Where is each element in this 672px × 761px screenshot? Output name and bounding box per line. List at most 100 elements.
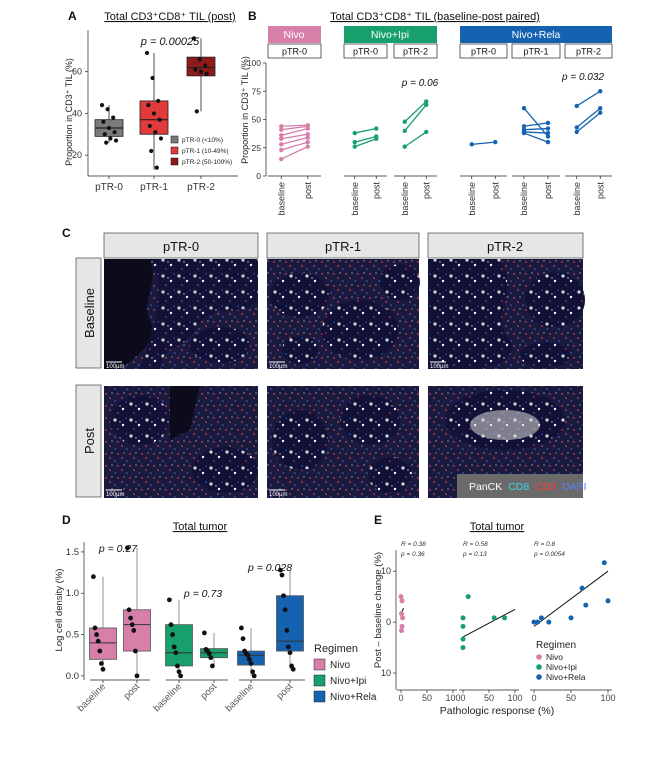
data-point xyxy=(545,139,551,145)
data-point xyxy=(279,142,284,147)
data-point xyxy=(493,139,498,145)
panel-e-legend-title: Regimen xyxy=(536,640,576,651)
data-point xyxy=(245,652,251,658)
panel-c-row-headers: Baseline Post xyxy=(75,257,102,498)
panel-a-ylabel: Proportion in CD3⁺ TIL (%) xyxy=(64,58,74,166)
strip-nivo-ipi xyxy=(344,26,437,43)
panel-d-legend: Regimen Nivo Nivo+Ipi Nivo+Rela xyxy=(313,643,377,703)
data-point xyxy=(402,119,407,124)
data-point xyxy=(574,125,579,130)
legend-d-swatch-nivo xyxy=(313,658,326,671)
legend-e-label-ipi: Nivo+Ipi xyxy=(546,662,577,672)
x-tick-label: baseline xyxy=(519,182,529,216)
row-header-post xyxy=(75,384,102,498)
x-tick-label: post xyxy=(595,182,605,200)
x-tick-label: post xyxy=(303,182,313,200)
subgroup-label: pTR-0 xyxy=(353,47,378,57)
data-point xyxy=(156,98,161,104)
data-point xyxy=(399,628,405,634)
data-point xyxy=(250,669,256,675)
paired-line xyxy=(404,100,427,123)
paired-line xyxy=(523,127,549,131)
data-point xyxy=(134,673,140,679)
panel-a-legend: pTR-0 (<10%) pTR-1 (10-49%) pTR-2 (50-10… xyxy=(170,135,232,166)
subgroup-label: pTR-2 xyxy=(576,47,601,57)
data-point xyxy=(352,139,357,145)
data-point xyxy=(194,109,199,114)
data-point xyxy=(374,136,379,141)
data-point xyxy=(460,636,466,642)
legend-d-swatch-rela xyxy=(313,690,326,703)
y-tick-label: 50 xyxy=(252,115,262,125)
col-header-ptr1-label: pTR-1 xyxy=(325,239,361,254)
box xyxy=(276,595,304,652)
legend-e-label-rela: Nivo+Rela xyxy=(546,672,586,682)
stat-r: R = 0.58 xyxy=(463,541,488,548)
data-point xyxy=(460,623,466,629)
image-tile-baseline-ptr0 xyxy=(104,259,258,369)
col-header-ptr0-label: pTR-0 xyxy=(163,239,199,254)
x-tick-label: 0 xyxy=(460,693,465,703)
data-point xyxy=(465,594,471,600)
box xyxy=(123,609,151,652)
legend-e-dot-rela xyxy=(536,674,542,680)
y-tick-label: 1.5 xyxy=(66,547,79,558)
legend-d-swatch-ipi xyxy=(313,674,326,687)
subgroup-strip xyxy=(564,43,613,59)
panel-b-letter: B xyxy=(248,9,257,23)
data-point xyxy=(579,585,585,591)
row-header-post-label: Post xyxy=(82,428,97,454)
x-tick-label: pTR-0 xyxy=(95,182,123,193)
col-header-ptr1 xyxy=(266,232,420,259)
data-point xyxy=(574,129,579,135)
data-point xyxy=(150,75,155,81)
data-point xyxy=(202,630,207,636)
legend-label-ptr1: pTR-1 (10-49%) xyxy=(182,148,229,155)
channel-cd3: CD3 xyxy=(535,481,556,493)
y-tick-label: 10 xyxy=(381,668,391,678)
paired-line xyxy=(281,136,308,145)
panel-a-axes xyxy=(87,30,238,177)
data-point xyxy=(521,106,527,111)
data-point xyxy=(239,625,244,631)
y-tick-label: 20 xyxy=(72,150,82,160)
data-point xyxy=(146,102,151,108)
data-point xyxy=(91,574,96,580)
paired-line xyxy=(281,141,308,151)
channel-dapi: DAPI xyxy=(562,481,587,493)
data-point xyxy=(240,636,246,642)
panel-d-ylabel: Log cell density (%) xyxy=(54,569,65,652)
x-tick-label: baseline xyxy=(223,681,256,714)
data-point xyxy=(279,572,285,578)
paired-line xyxy=(523,132,549,143)
legend-e-dot-ipi xyxy=(536,664,542,670)
x-tick-label: baseline xyxy=(400,182,410,216)
paired-line xyxy=(354,127,377,134)
regression-line xyxy=(533,570,609,627)
legend-e-dot-nivo xyxy=(536,654,542,660)
data-point xyxy=(251,673,257,679)
data-point xyxy=(206,651,212,656)
data-point xyxy=(94,632,99,637)
data-point xyxy=(154,165,159,170)
panel-b-pvalue-ipi: p = 0.06 xyxy=(401,78,439,89)
panel-c-scalebars: 100µm 100µm 100µm 100µm 100µm xyxy=(106,361,448,498)
subgroup-strip xyxy=(393,43,438,59)
panel-b-ylabel: Proportion in CD3⁺ TIL (%) xyxy=(240,56,250,164)
data-point xyxy=(402,144,407,149)
subgroup-label: pTR-0 xyxy=(471,47,496,57)
panel-a-pvalue: p = 0.00025 xyxy=(140,36,200,48)
data-point xyxy=(281,593,286,599)
data-point xyxy=(167,597,172,603)
image-tile-post-ptr0 xyxy=(104,386,258,498)
data-point xyxy=(402,128,407,133)
data-point xyxy=(284,628,290,633)
subgroup-label: pTR-0 xyxy=(282,47,307,57)
data-point xyxy=(203,63,208,68)
data-point xyxy=(171,644,177,650)
data-point xyxy=(538,615,544,621)
x-tick-label: 100 xyxy=(600,693,615,703)
subgroup-strip xyxy=(511,43,561,59)
data-point xyxy=(125,545,130,551)
panel-b-strips: Nivo Nivo+Ipi Nivo+Rela xyxy=(268,26,612,43)
